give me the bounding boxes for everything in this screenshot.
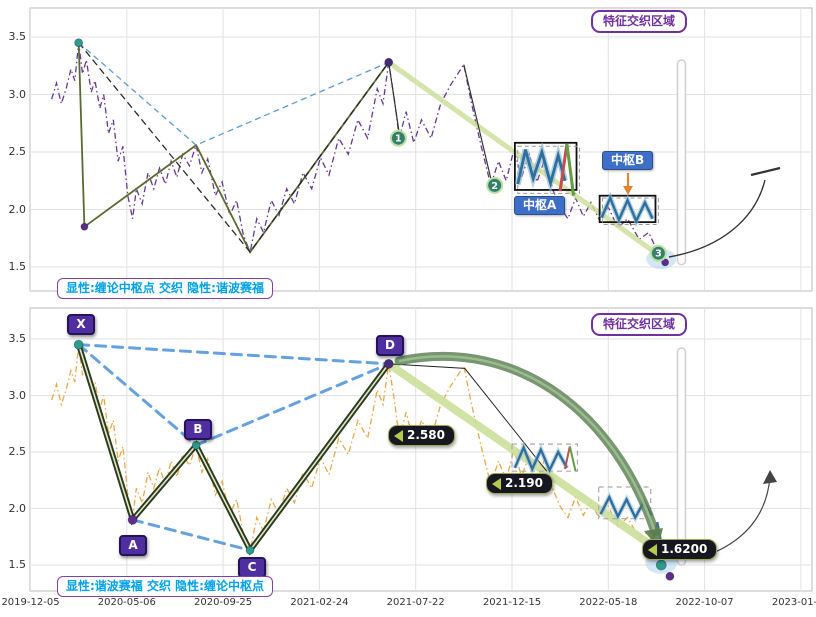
point-label-c: C	[238, 557, 266, 578]
left-chevron-icon	[648, 543, 657, 556]
bottom-pivot-dot	[73, 339, 84, 350]
bottom-glow-bar	[676, 347, 687, 566]
top-panel: 1 2 3	[29, 7, 813, 292]
dashed-ac	[131, 518, 252, 552]
x-tick-label: 2019-12-05	[1, 597, 60, 608]
numbered-marker: 3	[649, 244, 667, 262]
y-tick-label: 1.5	[8, 260, 27, 273]
steep-seg-2	[463, 64, 494, 187]
y-tick-label: 1.5	[8, 558, 27, 571]
bottom-pivot-dot	[127, 514, 138, 525]
numbered-marker: 1	[389, 129, 407, 147]
y-tick-label: 3.0	[8, 87, 27, 101]
top-zone-rect	[517, 145, 580, 194]
svg-text:3: 3	[655, 249, 662, 260]
red-stroke	[558, 143, 569, 192]
bottom-pivot-dot	[655, 559, 667, 571]
top-zone-rect	[513, 141, 578, 191]
pale-green-trend	[386, 360, 663, 555]
bottom-pivot-dot	[245, 545, 255, 555]
x-tick-label: 2021-12-15	[482, 597, 542, 608]
bottom-price-line	[51, 344, 660, 554]
left-chevron-icon	[394, 429, 403, 442]
x-tick-label: 2023-01-23	[771, 597, 816, 608]
y-tick-label: 2.0	[8, 501, 27, 515]
red-stroke2	[564, 446, 571, 470]
price-tag-end: 1.6200	[642, 539, 718, 560]
point-label-a: A	[119, 535, 147, 556]
price-tag-mid: 2.190	[486, 473, 553, 494]
dashed-xb	[77, 343, 198, 447]
feature-region-label-bottom: 特征交织区域	[591, 313, 688, 336]
left-chevron-icon	[492, 477, 501, 490]
bottom-pivot-dot	[665, 571, 675, 581]
bottom-pivot-dot	[191, 440, 201, 450]
xcd-dashed-black	[78, 42, 390, 254]
y-tick-label: 2.5	[8, 445, 27, 458]
point-label-b: B	[184, 419, 212, 440]
svg-text:1: 1	[395, 134, 402, 145]
xbd-dashed-blue	[78, 42, 389, 146]
top-curved-arrow	[668, 179, 766, 258]
x-tick-label: 2022-05-18	[579, 597, 638, 608]
y-tick-label: 3.5	[8, 332, 27, 345]
legend-bottom: 显性:谐波赛福 交织 隐性:缠论中枢点	[57, 576, 273, 597]
top-pivot-dot	[80, 222, 89, 231]
y-tick-label: 2.5	[8, 145, 27, 158]
top-pivot-dot	[74, 38, 84, 48]
x-tick-label: 2021-07-22	[386, 597, 445, 608]
y-tick-label: 3.5	[8, 30, 27, 43]
point-label-d: D	[376, 335, 404, 356]
legend-top: 显性:缠论中枢点 交织 隐性:谐波赛福	[57, 278, 273, 299]
numbered-marker: 2	[486, 176, 504, 194]
pivot-a-label: 中枢A	[514, 196, 566, 215]
price-tag-d: 2.580	[388, 425, 455, 446]
bottom-zone-rect	[511, 443, 579, 472]
green-stroke2	[568, 446, 577, 472]
steep-seg-1	[388, 62, 401, 141]
price-tag-end-value: 1.6200	[661, 542, 708, 556]
top-pivot-dot	[384, 57, 394, 67]
top-glow-bar	[676, 59, 687, 266]
x-tick-label: 2022-10-07	[675, 597, 734, 608]
bottom-zone-rect	[598, 486, 652, 520]
green-stroke	[565, 143, 576, 196]
arrow-tee-cap	[750, 166, 781, 177]
zigzag-a2	[513, 444, 568, 474]
x-tick-label: 2020-09-25	[194, 597, 253, 608]
x-tick-label: 2021-02-24	[290, 597, 349, 608]
svg-text:2: 2	[491, 181, 498, 192]
zigzag-b	[600, 194, 654, 224]
bottom-pivot-dot	[383, 358, 394, 369]
y-tick-label: 2.0	[8, 202, 27, 216]
top-pivot-dot	[661, 258, 670, 267]
thin-black-seg	[388, 363, 548, 472]
price-tag-mid-value: 2.190	[505, 476, 543, 490]
pivot-b-label: 中枢B	[602, 151, 654, 170]
feature-region-label-top: 特征交织区域	[591, 10, 688, 33]
y-tick-label: 3.0	[8, 388, 27, 402]
price-tag-d-value: 2.580	[407, 428, 445, 442]
point-label-x: X	[67, 314, 95, 335]
dashed-xd	[77, 343, 391, 366]
x-tick-label: 2020-05-06	[97, 597, 156, 608]
zigzag-a	[516, 147, 567, 189]
dashed-bd	[194, 362, 391, 447]
